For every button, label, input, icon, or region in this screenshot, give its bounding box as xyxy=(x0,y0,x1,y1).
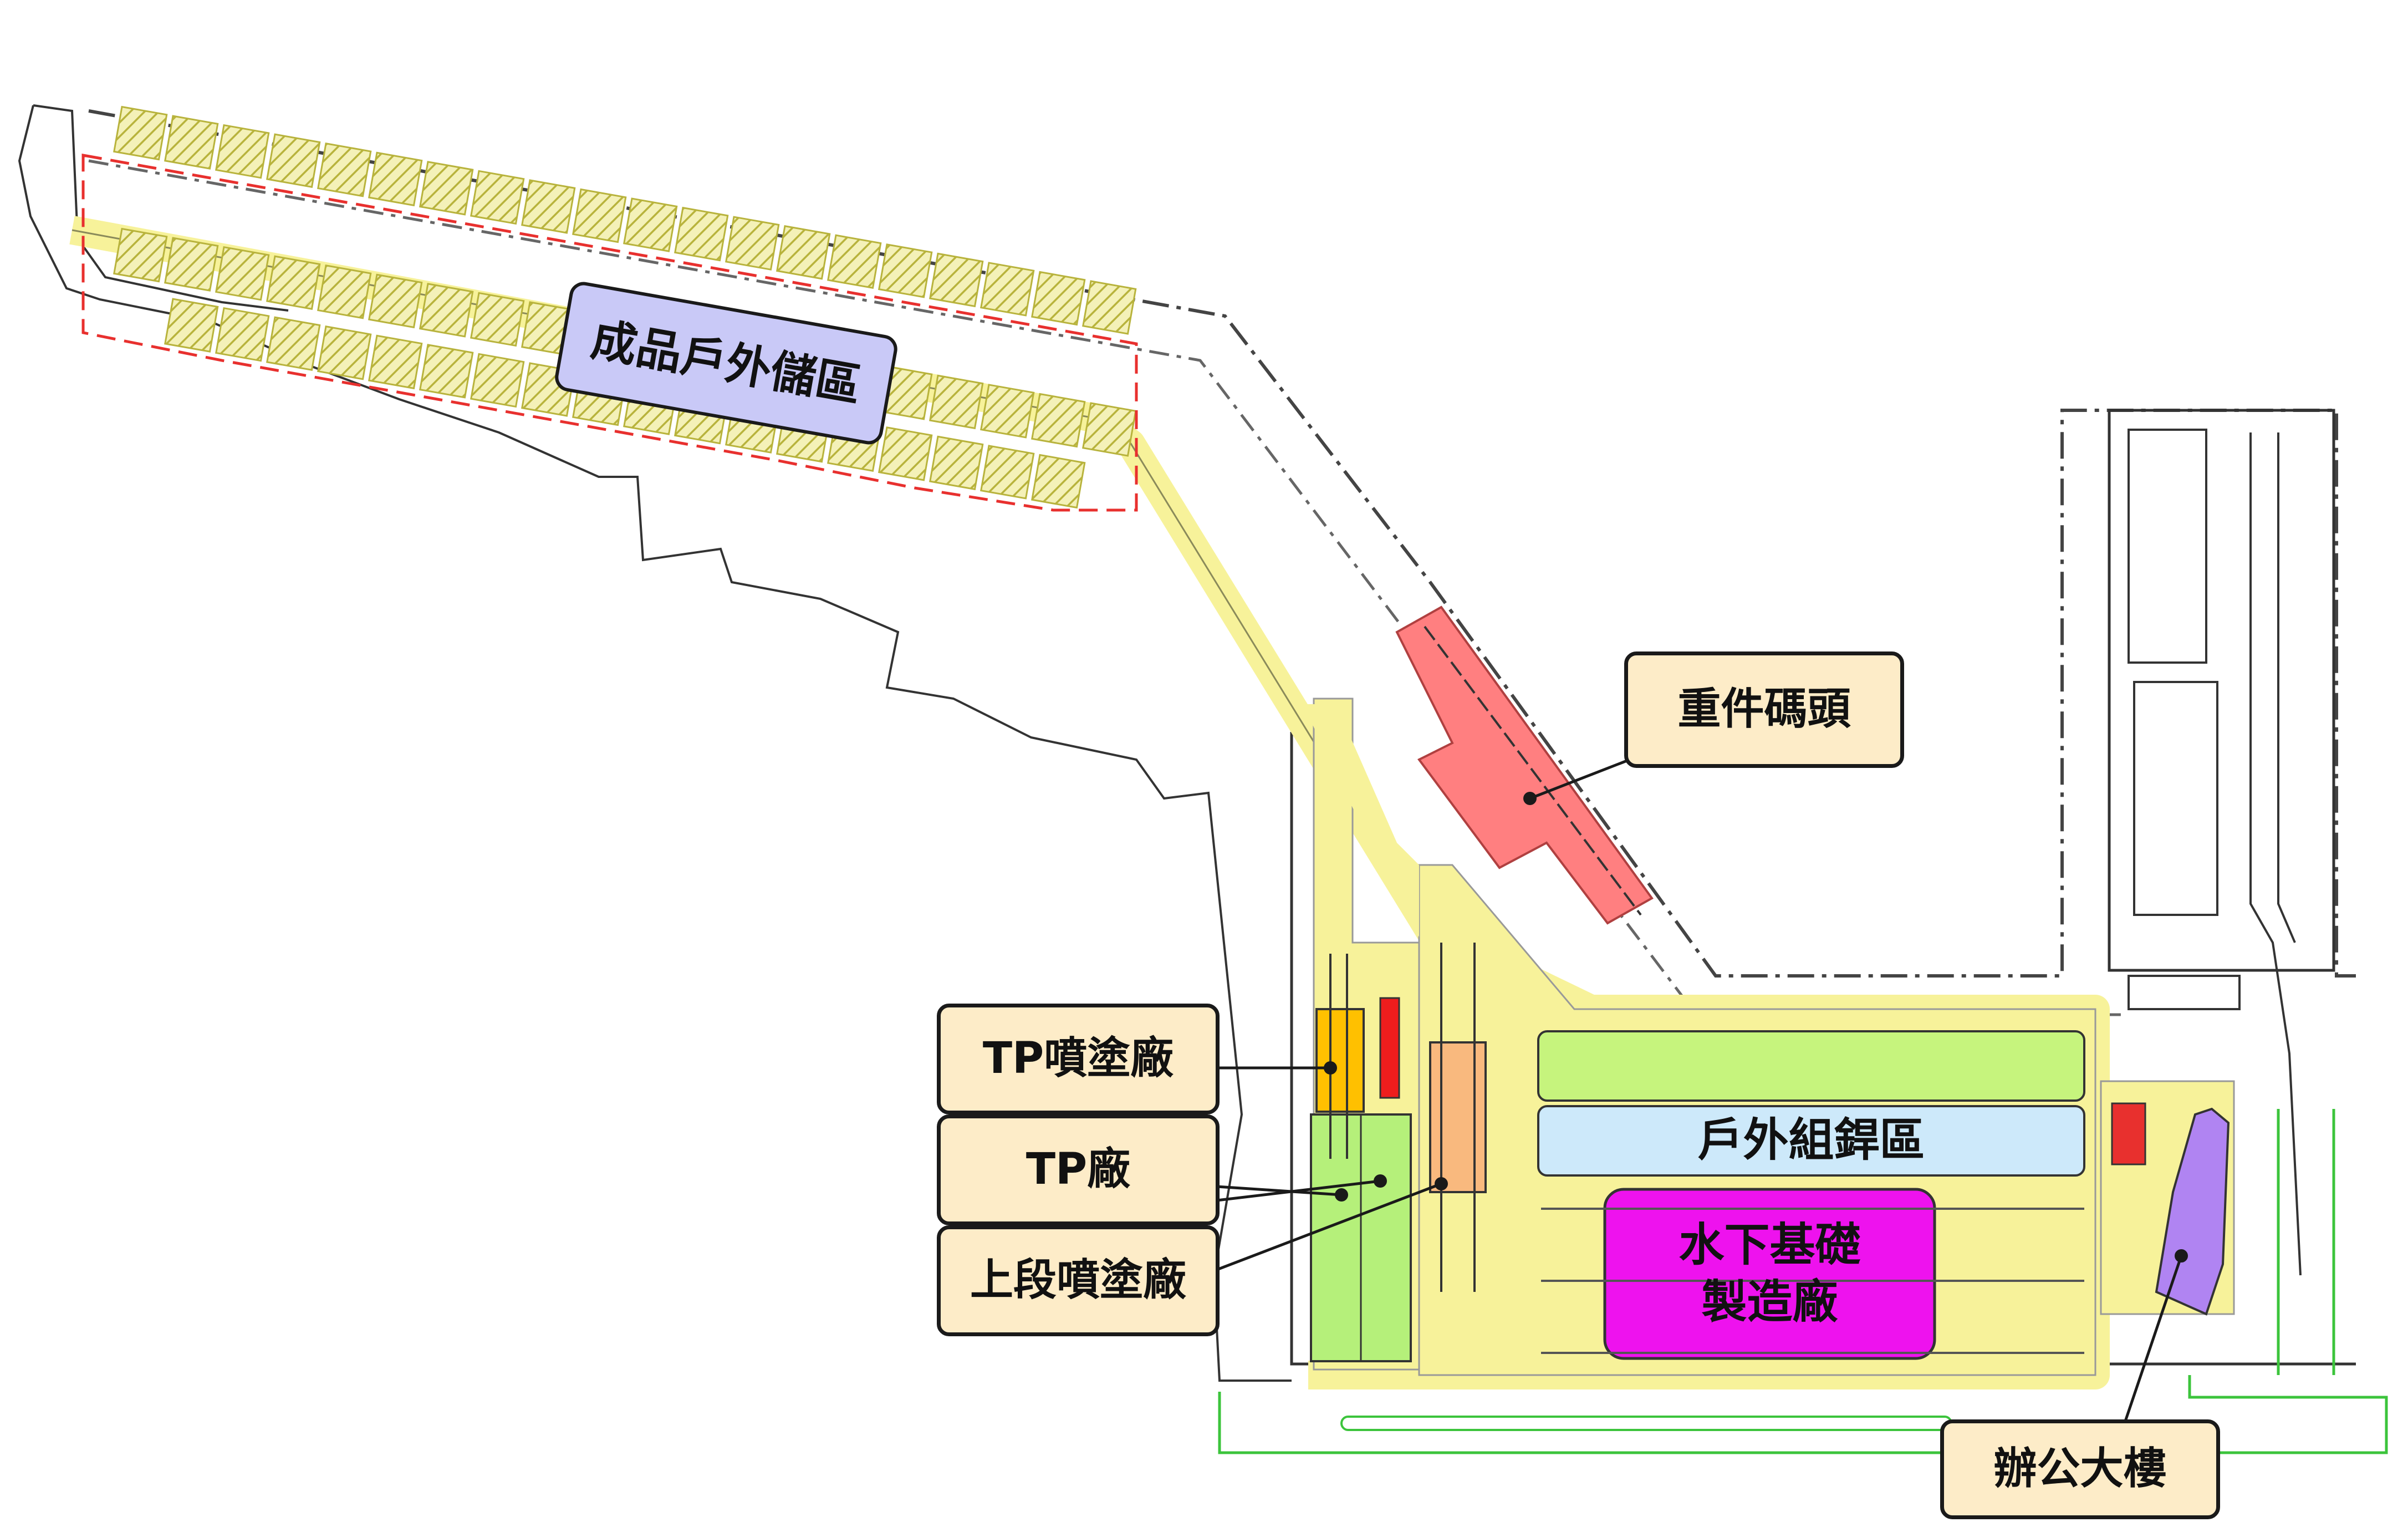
storage-plot xyxy=(317,325,372,380)
storage-plot xyxy=(674,206,729,262)
north-building-outline xyxy=(2108,409,2335,972)
storage-plot xyxy=(368,151,423,207)
leader-heavy-wharf xyxy=(1529,758,1630,800)
storage-plot xyxy=(164,237,219,292)
storage-plot xyxy=(164,115,219,170)
foundation-plant-label-line1: 水下基礎 xyxy=(1679,1219,1861,1271)
storage-plot xyxy=(827,234,882,289)
heavy-wharf-callout-text: 重件碼頭 xyxy=(1677,684,1851,735)
storage-plot xyxy=(215,124,270,179)
storage-plot xyxy=(725,216,780,271)
leader-dot-tp-paint xyxy=(1324,1061,1337,1075)
north-building-inner-b xyxy=(2133,681,2218,916)
storage-plot xyxy=(470,353,525,408)
red-small-facility xyxy=(1379,997,1400,1099)
storage-plots xyxy=(81,105,1138,512)
storage-plot xyxy=(266,255,321,310)
leader-tp-plant-a xyxy=(1216,1185,1342,1197)
storage-plot xyxy=(521,179,576,234)
storage-plot xyxy=(980,445,1035,500)
storage-plot xyxy=(317,142,372,197)
storage-plot xyxy=(113,227,168,283)
heavy-wharf-callout: 重件碼頭 xyxy=(1624,651,1904,768)
coastline xyxy=(18,105,1292,1382)
office-gate xyxy=(2111,1102,2146,1165)
north-building-roads xyxy=(2249,432,2302,1276)
storage-plot xyxy=(368,273,423,329)
site-boundary-north xyxy=(88,109,2356,978)
storage-plot xyxy=(1031,454,1086,509)
leader-dot-tp-plant-a xyxy=(1335,1188,1348,1202)
storage-plot xyxy=(266,316,321,371)
office-callout: 辦公大樓 xyxy=(1940,1419,2220,1519)
storage-plot xyxy=(317,264,372,319)
storage-plot xyxy=(1082,280,1137,335)
storage-plot xyxy=(929,252,984,308)
foundation-plant-label-line2: 製造廠 xyxy=(1701,1275,1838,1328)
storage-plot xyxy=(113,105,168,161)
storage-plot xyxy=(929,435,984,491)
upper-paint-callout-text: 上段噴塗廠 xyxy=(970,1255,1186,1306)
storage-plot xyxy=(980,262,1035,317)
storage-plot xyxy=(776,225,831,280)
storage-plot xyxy=(164,298,219,353)
storage-plot xyxy=(419,344,474,399)
tp-paint-callout: TP噴塗廠 xyxy=(937,1004,1220,1114)
office-building xyxy=(2155,1107,2230,1316)
storage-plot xyxy=(470,292,525,347)
heavy-wharf-rail xyxy=(1424,625,1642,916)
leader-upper-paint xyxy=(1216,1182,1442,1271)
land-outline-left xyxy=(33,104,289,312)
storage-plot xyxy=(878,426,933,481)
tp-plant-callout: TP廠 xyxy=(937,1114,1220,1225)
storage-plot xyxy=(980,384,1035,439)
storage-plot xyxy=(572,188,627,243)
upper-paint-facility xyxy=(1429,1041,1487,1193)
storage-plot xyxy=(419,161,474,216)
outdoor-assembly-area xyxy=(1537,1105,2085,1177)
tp-plant-callout-text: TP廠 xyxy=(1026,1144,1131,1195)
outdoor-storage-label-text: 成品戶外儲區 xyxy=(587,313,865,413)
outdoor-assembly-label: 戶外組銲區 xyxy=(1538,1106,2084,1175)
storage-plot xyxy=(470,170,525,225)
storage-plot xyxy=(368,334,423,390)
foundation-plant-label: 水下基礎 製造廠 xyxy=(1605,1189,1935,1358)
storage-plot xyxy=(215,307,270,362)
office-callout-text: 辦公大樓 xyxy=(1993,1444,2167,1494)
storage-plot xyxy=(878,243,933,298)
tp-paint-facility xyxy=(1315,1008,1365,1113)
storage-plot xyxy=(929,374,984,430)
storage-plot xyxy=(1031,393,1086,448)
tp-paint-callout-text: TP噴塗廠 xyxy=(982,1034,1174,1084)
outdoor-assembly-label-text: 戶外組銲區 xyxy=(1697,1114,1925,1167)
storage-plot xyxy=(623,197,678,252)
storage-plot xyxy=(1082,402,1137,457)
storage-plot xyxy=(215,246,270,301)
storage-plot xyxy=(266,133,321,188)
leader-dot-heavy-wharf xyxy=(1523,792,1537,805)
storage-plot xyxy=(419,283,474,338)
curved-road-fill xyxy=(1303,704,1419,937)
storage-zone-envelope xyxy=(81,154,1138,512)
north-building-inner-c xyxy=(2128,975,2241,1010)
green-inner-strip xyxy=(1340,1416,1952,1431)
leader-tp-plant-b xyxy=(1216,1179,1381,1202)
leader-dot-upper-paint xyxy=(1435,1177,1448,1190)
north-building-roads-b xyxy=(2277,432,2296,943)
leader-office xyxy=(2121,1255,2183,1428)
green-perimeter xyxy=(1218,1375,2388,1454)
leader-dot-office xyxy=(2175,1249,2188,1263)
north-building-inner-a xyxy=(2128,429,2207,664)
leader-dot-tp-plant-b xyxy=(1374,1174,1387,1188)
foundation-plant xyxy=(1603,1188,1936,1360)
green-assembly-band xyxy=(1537,1030,2085,1102)
storage-plot xyxy=(1031,271,1086,326)
upper-paint-callout: 上段噴塗廠 xyxy=(937,1225,1220,1336)
